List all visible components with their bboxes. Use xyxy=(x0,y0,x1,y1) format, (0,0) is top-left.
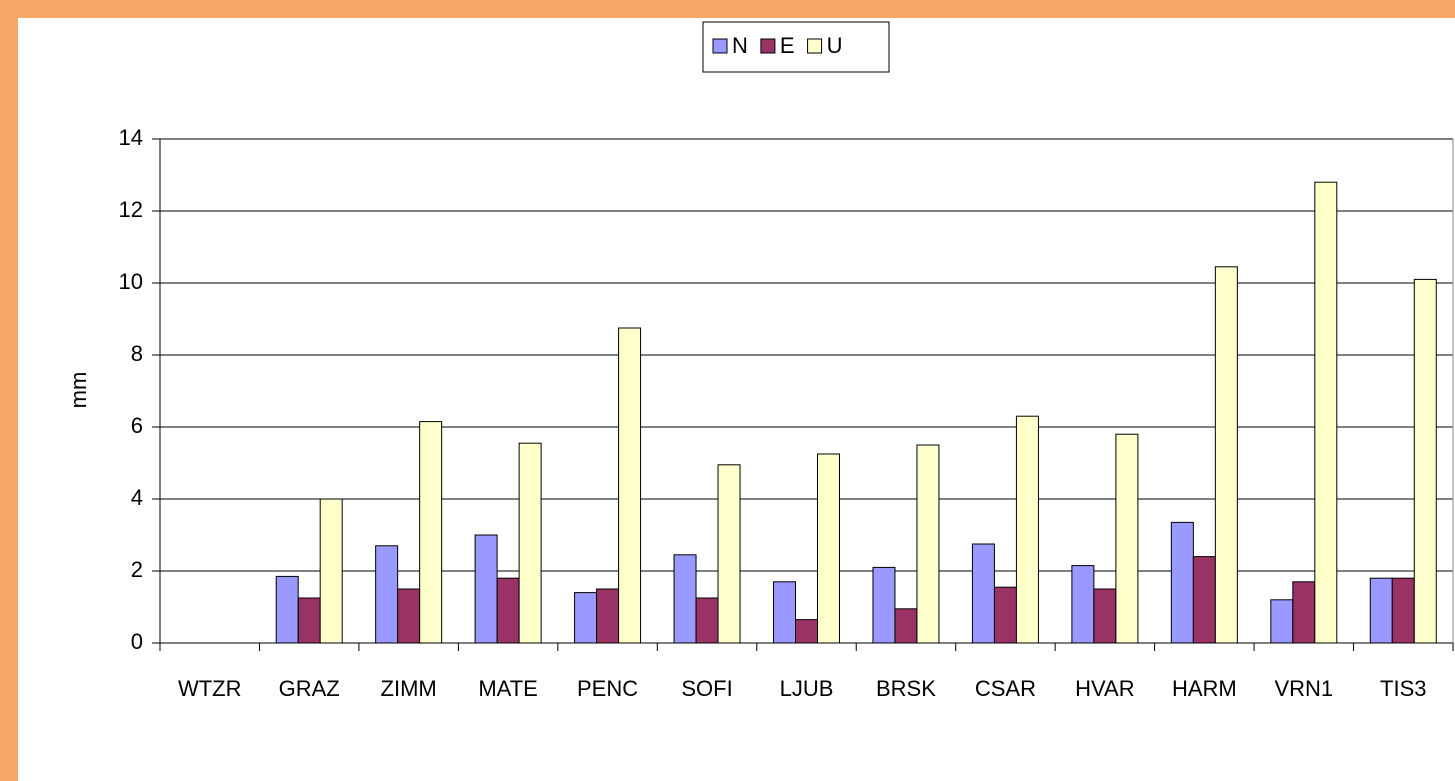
bar xyxy=(496,577,520,644)
bar xyxy=(1413,278,1437,644)
bar xyxy=(894,608,918,644)
bar xyxy=(1270,599,1294,644)
bar xyxy=(618,327,642,644)
legend-box xyxy=(702,21,890,73)
x-tick-label: LJUB xyxy=(780,676,834,701)
bar xyxy=(319,498,343,644)
bar xyxy=(717,464,741,644)
bar xyxy=(596,588,620,644)
y-tick-label: 10 xyxy=(119,269,143,294)
y-tick-label: 8 xyxy=(131,341,143,366)
x-tick-label: HVAR xyxy=(1075,676,1135,701)
legend-swatch xyxy=(712,38,728,54)
bar xyxy=(1214,266,1238,644)
legend-label: E xyxy=(780,33,795,58)
y-tick-label: 14 xyxy=(119,125,143,150)
bar xyxy=(795,619,818,644)
x-tick-label: GRAZ xyxy=(279,676,340,701)
x-tick-label: WTZR xyxy=(178,676,242,701)
bar xyxy=(971,543,995,644)
y-axis-label: mm xyxy=(66,372,91,409)
legend-label: N xyxy=(732,33,748,58)
y-tick-label: 12 xyxy=(119,197,143,222)
x-tick-label: CSAR xyxy=(975,676,1036,701)
bar xyxy=(419,421,443,644)
bar xyxy=(574,592,598,644)
bar xyxy=(1314,181,1338,644)
bar xyxy=(695,597,719,644)
x-tick-label: TIS3 xyxy=(1380,676,1426,701)
y-tick-label: 4 xyxy=(131,485,143,510)
bar xyxy=(1292,581,1316,644)
bar xyxy=(673,554,697,644)
bar xyxy=(1093,588,1117,644)
bar xyxy=(916,444,940,644)
bar xyxy=(397,588,421,644)
legend-label: U xyxy=(827,33,843,58)
bar xyxy=(872,566,896,644)
bar xyxy=(518,442,542,644)
bar xyxy=(1369,577,1393,644)
bar xyxy=(474,534,498,644)
x-tick-label: SOFI xyxy=(681,676,732,701)
legend-swatch xyxy=(807,38,823,54)
x-tick-label: VRN1 xyxy=(1274,676,1333,701)
x-tick-label: ZIMM xyxy=(381,676,437,701)
bar xyxy=(297,597,321,644)
bar xyxy=(1115,433,1139,644)
bar xyxy=(817,453,840,644)
bar xyxy=(993,586,1017,644)
bar xyxy=(1015,415,1039,644)
bar xyxy=(773,581,796,644)
y-tick-label: 0 xyxy=(131,629,143,654)
y-tick-label: 6 xyxy=(131,413,143,438)
bar xyxy=(375,545,399,644)
bar xyxy=(1192,556,1216,644)
bar xyxy=(275,575,299,644)
y-tick-label: 2 xyxy=(131,557,143,582)
x-tick-label: HARM xyxy=(1172,676,1237,701)
x-tick-label: MATE xyxy=(478,676,537,701)
x-tick-label: PENC xyxy=(577,676,638,701)
bar xyxy=(1391,577,1415,644)
x-tick-label: BRSK xyxy=(876,676,936,701)
legend-swatch xyxy=(760,38,776,54)
bar xyxy=(1170,521,1194,644)
bar xyxy=(1071,565,1095,644)
